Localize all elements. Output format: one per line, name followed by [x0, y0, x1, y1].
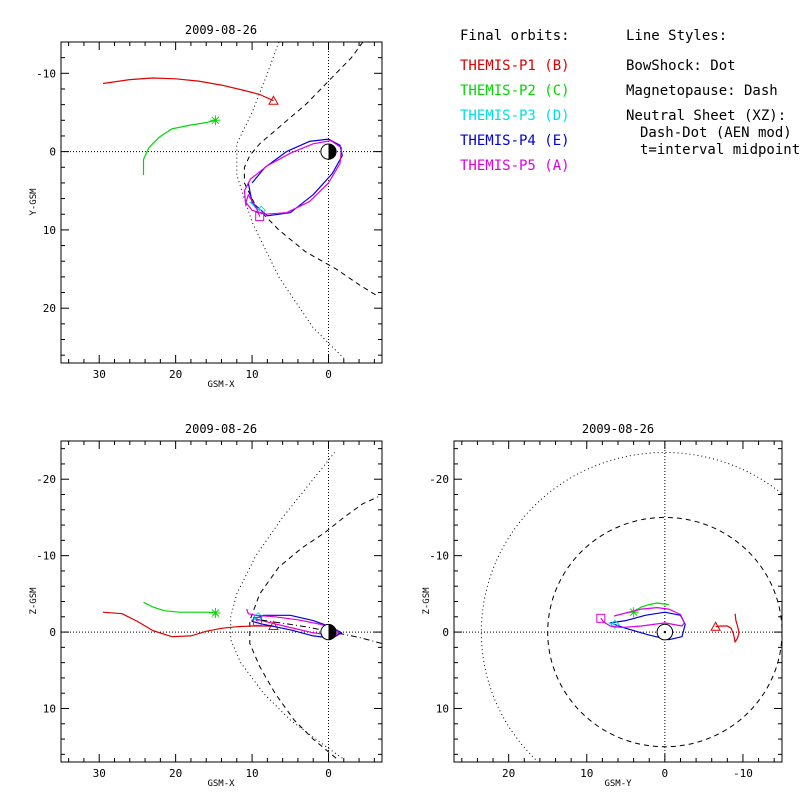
magnetopause-line: [249, 496, 379, 759]
y-tick-label: 0: [49, 626, 56, 639]
x-tick-label: 0: [325, 767, 332, 780]
plot-yz-panel: 20 10 0 -10 10 0 -10 -20: [429, 440, 783, 780]
y-tick-label: -10: [36, 550, 56, 563]
legend-orbits-title: Final orbits:: [460, 28, 570, 44]
plot-xz-panel: 30 20 10 0 10 0 -10 -20: [36, 440, 383, 780]
y-tick-label: 10: [43, 703, 56, 716]
orbit-end-marker: [268, 95, 279, 105]
orbit-end-marker: [210, 115, 221, 126]
y-tick-label: -10: [36, 67, 56, 80]
x-tick-label: 20: [502, 767, 515, 780]
legend: Final orbits: Line Styles: THEMIS-P1 (B)…: [460, 28, 800, 174]
y-tick-label: 10: [43, 224, 56, 237]
y-tick-label: 10: [436, 703, 449, 716]
y-tick-label: 0: [49, 146, 56, 159]
x-tick-label: -10: [733, 767, 753, 780]
orbit-line-themis-p4: [610, 611, 686, 641]
orbit-line-themis-p5: [243, 140, 343, 217]
legend-style-midpoint: t=interval midpoint: [640, 142, 800, 158]
plot-frame: [60, 440, 383, 763]
y-axis-label-xz: Z-GSM: [29, 587, 39, 615]
plot-frame: [60, 41, 383, 364]
bowshock-line: [236, 42, 345, 360]
x-axis-label-xy: GSM-X: [207, 380, 235, 390]
neutral-sheet-line: [259, 619, 382, 644]
y-tick-label: 20: [43, 302, 56, 315]
earth-night-side: [328, 624, 337, 640]
orbit-end-marker: [610, 619, 620, 630]
x-tick-label: 0: [662, 767, 669, 780]
orbit-line-themis-p1: [715, 613, 740, 643]
orbit-line-themis-p4: [247, 138, 343, 217]
y-axis-label-yz: Z-GSM: [422, 587, 432, 615]
orbit-end-marker: [252, 616, 262, 626]
x-tick-label: 10: [245, 767, 258, 780]
magnetopause-line: [547, 516, 782, 748]
legend-item-p1: THEMIS-P1 (B): [460, 58, 570, 74]
x-tick-label: 20: [169, 368, 182, 381]
legend-style-neutral-sheet: Neutral Sheet (XZ):: [626, 108, 786, 124]
y-axis-label-xy: Y-GSM: [29, 188, 39, 216]
orbit-line-themis-p2: [633, 602, 669, 613]
earth-night-side: [328, 143, 337, 160]
x-tick-label: 30: [93, 767, 106, 780]
legend-style-magnetopause: Magnetopause: Dash: [626, 83, 778, 99]
plot-area: [102, 42, 379, 360]
chart-title-yz: 2009-08-26: [582, 422, 654, 436]
orbit-end-marker: [710, 621, 721, 631]
legend-item-p3: THEMIS-P3 (D): [460, 108, 570, 124]
chart-title-xz: 2009-08-26: [185, 422, 257, 436]
orbit-end-marker: [210, 607, 221, 618]
x-tick-label: 10: [580, 767, 593, 780]
magnetopause-line: [243, 42, 379, 297]
legend-styles-title: Line Styles:: [626, 28, 727, 44]
y-tick-label: -10: [429, 550, 449, 563]
orbit-line-themis-p5: [246, 608, 341, 636]
orbit-line-themis-p2: [142, 119, 216, 176]
plot-area: [480, 452, 782, 762]
orbit-line-themis-p1: [102, 77, 274, 102]
y-tick-label: 0: [442, 626, 449, 639]
legend-style-dash-dot: Dash-Dot (AEN mod): [640, 125, 792, 141]
legend-style-bowshock: BowShock: Dot: [626, 58, 736, 74]
earth-center-dot: [663, 630, 667, 634]
legend-item-p5: THEMIS-P5 (A): [460, 158, 570, 174]
orbit-end-marker: [596, 613, 606, 623]
x-tick-label: 30: [93, 368, 106, 381]
plot-xy-panel: 30 20 10 0 -10 0 10 20: [36, 41, 383, 381]
x-tick-label: 0: [325, 368, 332, 381]
plot-area: [102, 452, 382, 759]
orbit-line-themis-p2: [143, 601, 216, 614]
x-axis-label-xz: GSM-X: [207, 779, 235, 789]
x-axis-label-yz: GSM-Y: [604, 779, 632, 789]
orbit-end-marker: [255, 212, 265, 222]
orbit-end-marker: [256, 205, 266, 216]
y-tick-label: -20: [429, 473, 449, 486]
bowshock-line: [230, 452, 343, 759]
orbit-line-themis-p1: [102, 611, 274, 638]
orbit-line-themis-p5: [600, 607, 685, 629]
y-tick-label: -20: [36, 473, 56, 486]
orbit-end-marker: [628, 607, 639, 618]
legend-item-p2: THEMIS-P2 (C): [460, 83, 570, 99]
x-tick-label: 20: [169, 767, 182, 780]
x-tick-label: 10: [245, 368, 258, 381]
legend-item-p4: THEMIS-P4 (E): [460, 133, 570, 149]
chart-title-xy: 2009-08-26: [185, 23, 257, 37]
plot-frame: [453, 440, 783, 763]
